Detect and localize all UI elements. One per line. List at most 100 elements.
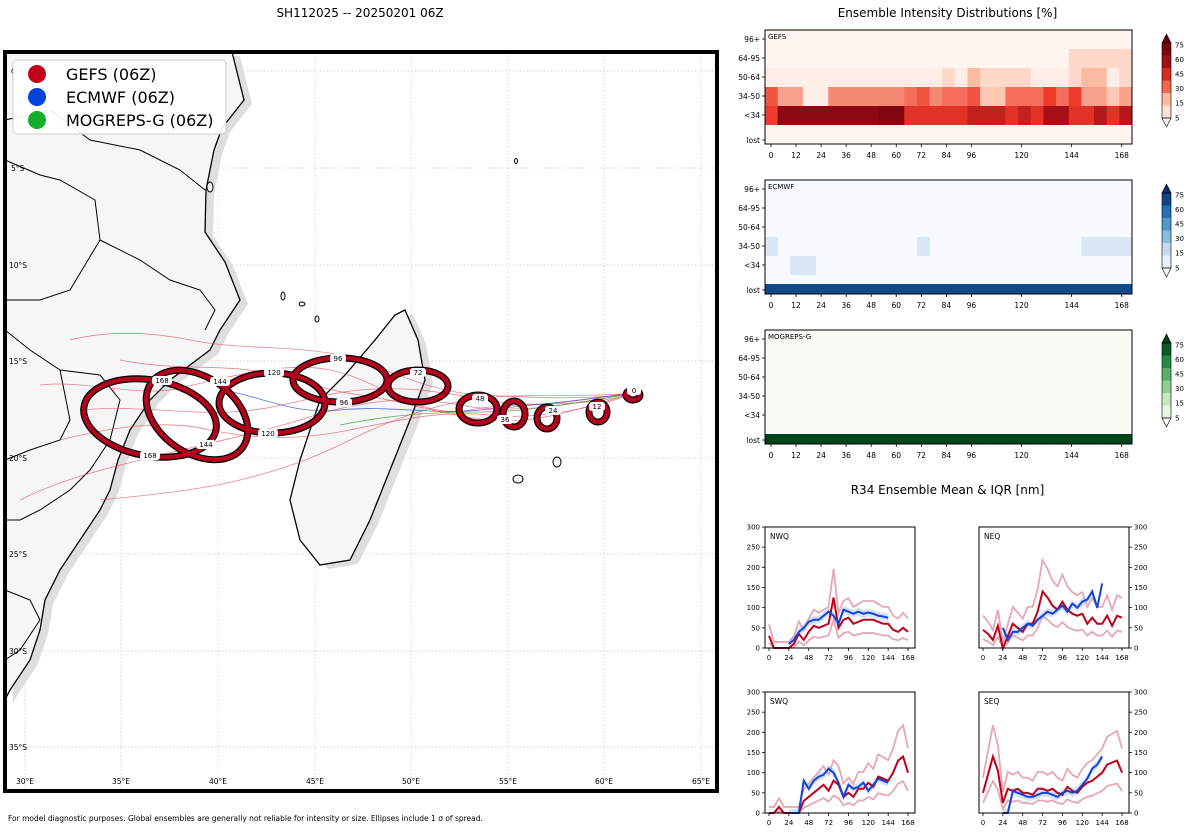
legend-label-gefs: GEFS (06Z) [66,65,156,84]
colorbar-top-arrow [1161,33,1172,44]
y-tick-label: 200 [1134,564,1147,572]
colorbar-bottom-arrow [1161,117,1172,128]
heatmap-cell [942,434,956,444]
heatmap-cell [954,87,968,106]
x-tick-label: 0 [767,819,771,827]
colorbar-tick-label: 5 [1175,414,1179,422]
r34-chart-nwq: NWQ 0 50 100 150 200 250 300 0 24 48 72 96 120 144 168 [747,524,916,662]
heatmap-ytick-label: 34-50 [738,92,760,101]
lon-label: 55°E [499,777,517,786]
ecmwf-mean-line [788,608,889,645]
heatmap-xtick-label: 96 [967,451,977,460]
heatmap-xtick-label: 120 [1014,451,1029,460]
heatmap-cell [1068,284,1082,294]
x-tick-label: 24 [998,819,1007,827]
heatmap-cell [891,87,905,106]
iqr-band [1002,752,1103,813]
heatmap-cell [828,434,842,444]
y-tick-label: 250 [747,709,760,717]
colorbar-tick-label: 30 [1175,235,1184,243]
y-tick-label: 0 [756,645,760,653]
heatmap-cell [1005,68,1019,87]
heatmap-cell [904,68,918,87]
ellipse-label: 24 [549,407,558,415]
ellipse-label: 96 [340,399,349,407]
legend-marker-ecmwf [28,88,46,106]
heatmap-xtick-label: 0 [769,151,774,160]
heatmap-cell [777,87,791,106]
heatmap-cell [980,68,994,87]
r34-chart-neq: NEQ 0 50 100 150 200 250 300 0 24 48 72 96 120 144 168 [978,524,1147,662]
colorbar-segment [1162,105,1171,119]
lat-label: 20°S [9,454,27,463]
lat-label: 10°S [9,261,27,270]
heatmap-cell [1081,237,1095,256]
colorbar-segment [1162,243,1171,256]
x-tick-label: 168 [1115,819,1128,827]
heatmap-cell [954,68,968,87]
gefs-iqr-line [982,779,1123,812]
heatmap-cell [1094,68,1108,87]
heatmap-cell [891,284,905,294]
line-plot-area [765,692,915,813]
heatmap-xtick-label: 12 [791,451,801,460]
heatmap-cell [1056,68,1070,87]
colorbar-segment [1162,55,1171,69]
heatmap-xtick-label: 144 [1064,151,1079,160]
colorbar-segment [1162,93,1171,106]
x-tick-label: 72 [824,819,833,827]
gefs-iqr-line [982,724,1123,793]
heatmap-cell [1068,106,1082,125]
heatmap-ytick-label: lost [746,436,760,445]
lon-label: 50°E [402,777,420,786]
x-tick-label: 72 [1038,654,1047,662]
heatmap-cell [1106,284,1120,294]
heatmap-cell [1018,87,1032,106]
heatmap-cell [1056,284,1070,294]
heatmap-cell [904,106,918,125]
colorbar-frame [1161,342,1172,419]
lon-label: 60°E [595,777,613,786]
heatmap-xtick-label: 48 [866,301,876,310]
heatmap-xtick-label: 36 [841,451,851,460]
legend-marker-gefs [28,65,46,83]
heatmap-cell [967,68,981,87]
heatmap-cell [1005,434,1019,444]
y-tick-label: 150 [747,749,760,757]
heatmap-cell [929,284,943,294]
heatmap-cell [891,106,905,125]
heatmap-cell [1119,434,1133,444]
x-tick-label: 0 [981,654,985,662]
heatmap-cell [1094,237,1108,256]
heatmap-mogreps: MOGREPS-G 96+ 64-95 50-64 34-50 <34 lost 0 12 24 3… [738,329,1184,460]
x-tick-label: 24 [784,654,793,662]
heatmap-cell [765,237,779,256]
x-tick-label: 168 [901,654,914,662]
y-tick-label: 300 [747,524,760,532]
heatmap-cell [777,68,791,87]
colorbar-segment [1162,405,1171,419]
colorbar-top-arrow [1161,333,1172,344]
x-tick-label: 48 [804,654,813,662]
heatmap-cell [1030,106,1044,125]
y-tick-label: 150 [1134,749,1147,757]
colorbar-tick-label: 60 [1175,206,1184,214]
heatmap-cell [1094,106,1108,125]
heatmap-ytick-label: <34 [744,261,760,270]
heatmap-xtick-label: 48 [866,451,876,460]
heatmap-cell [942,106,956,125]
heatmap-cell [1119,284,1133,294]
heatmap-xtick-label: 0 [769,301,774,310]
heatmap-cell [790,284,804,294]
heatmap-cell [878,106,893,125]
heatmap-cell [916,284,931,294]
heatmap-cell [815,284,829,294]
footnote: For model diagnostic purposes. Global en… [8,814,483,823]
quadrant-label: NEQ [984,532,1000,541]
heatmap-cell [840,434,855,444]
heatmap-cell [954,106,968,125]
gefs-iqr-line [982,614,1123,650]
heatmap-cell [904,284,918,294]
heatmap-cell [904,87,918,106]
colorbar-top-arrow [1161,183,1172,194]
